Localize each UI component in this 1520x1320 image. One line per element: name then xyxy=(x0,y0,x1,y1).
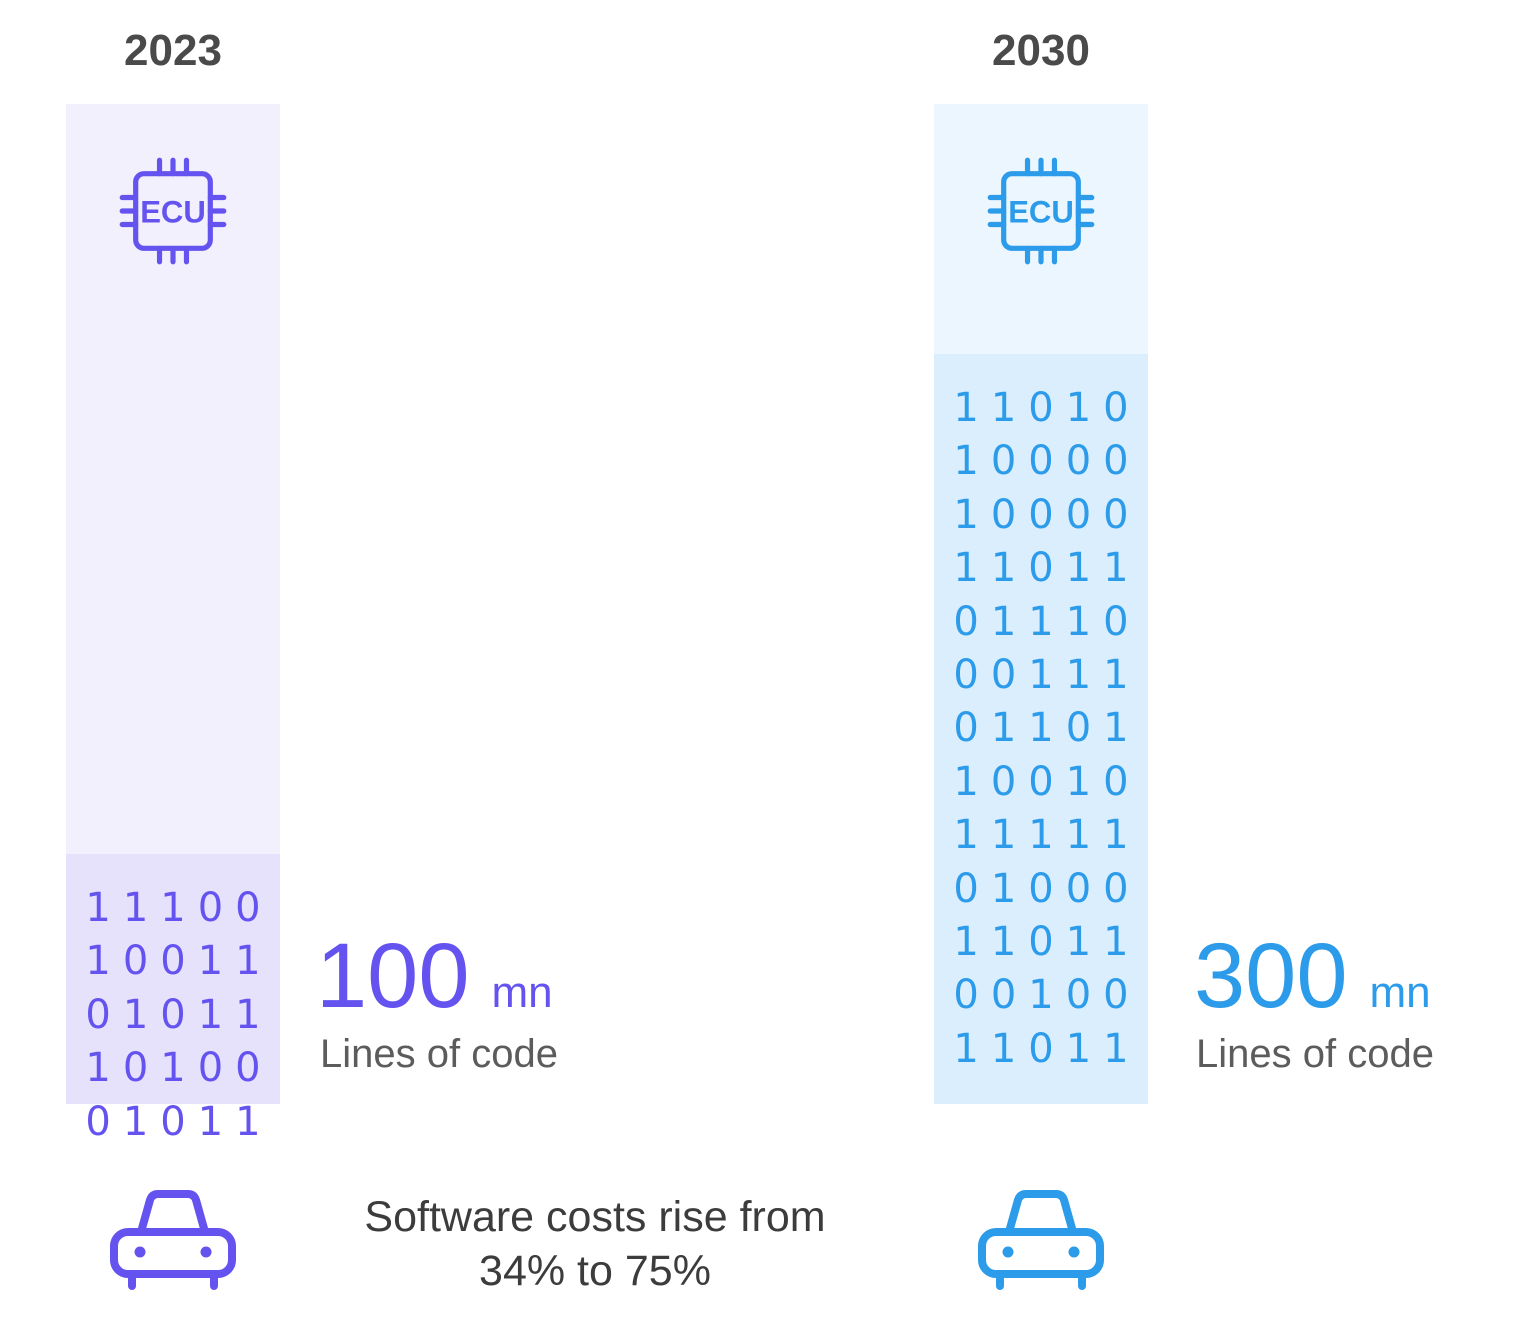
column-2023: 11100 10011 01011 10100 01011 ECU xyxy=(66,104,280,1145)
note-line-2: 34% to 75% xyxy=(479,1247,711,1295)
binary-row: 11100 xyxy=(85,885,273,931)
binary-row: 01110 xyxy=(953,598,1141,645)
binary-row: 01000 xyxy=(953,865,1141,912)
ecu-label: ECU xyxy=(140,194,206,229)
value-unit-2023: mn xyxy=(491,968,553,1017)
software-cost-note: Software costs rise from 34% to 75% xyxy=(320,1190,870,1298)
value-label-2030: 300 mn xyxy=(1194,930,1431,1022)
year-label-2030: 2030 xyxy=(992,26,1090,75)
code-bar-2030 xyxy=(934,354,1148,1104)
binary-code-2030: 11010 10000 10000 11011 01110 00111 01101 10010… xyxy=(934,382,1148,1076)
year-label-2023: 2023 xyxy=(124,26,222,75)
binary-code-2023: 11100 10011 01011 10100 01011 xyxy=(66,882,280,1149)
binary-row: 10000 xyxy=(953,438,1141,485)
binary-row: 01101 xyxy=(953,705,1141,752)
binary-row: 00100 xyxy=(953,972,1141,1019)
code-bar-2023 xyxy=(66,854,280,1104)
car-icon xyxy=(110,1190,236,1290)
binary-row: 11111 xyxy=(953,812,1141,859)
value-unit-2030: mn xyxy=(1369,968,1431,1017)
note-line-1: Software costs rise from xyxy=(364,1193,826,1241)
value-label-2023: 100 mn xyxy=(316,930,553,1022)
binary-row: 10010 xyxy=(953,758,1141,805)
binary-row: 01011 xyxy=(85,991,273,1038)
car-icon xyxy=(978,1190,1104,1290)
value-number-2030: 300 xyxy=(1194,925,1348,1027)
binary-row: 00111 xyxy=(953,651,1141,698)
column-2030: 11010 10000 10000 11011 01110 00111 01101 10010… xyxy=(934,104,1148,1104)
caption-2030: Lines of code xyxy=(1196,1032,1434,1076)
binary-row: 01011 xyxy=(85,1098,273,1145)
binary-row: 10000 xyxy=(953,491,1141,538)
binary-row: 11010 xyxy=(953,385,1141,431)
binary-row: 10011 xyxy=(85,938,273,985)
value-number-2023: 100 xyxy=(316,925,470,1027)
ecu-chip-icon: ECU xyxy=(119,157,227,265)
binary-row: 11011 xyxy=(953,545,1141,592)
ecu-label: ECU xyxy=(1008,194,1074,229)
ecu-chip-icon: ECU xyxy=(987,157,1095,265)
binary-row: 10100 xyxy=(85,1045,273,1092)
binary-row: 11011 xyxy=(953,1025,1141,1072)
caption-2023: Lines of code xyxy=(320,1032,558,1076)
binary-row: 11011 xyxy=(953,918,1141,965)
